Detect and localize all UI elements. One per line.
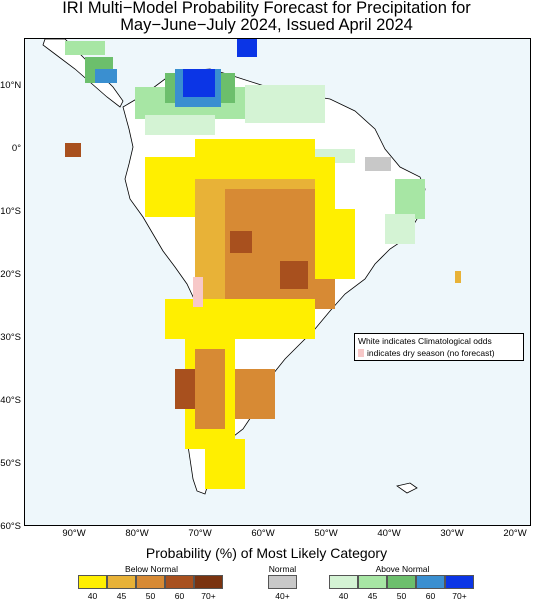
legend-above-normal-label: Above Normal [375,564,430,574]
lon-label-20w: 20°W [503,528,527,539]
lat-label-50s: 50°S [0,458,21,469]
lon-label-90w: 90°W [62,528,86,539]
swatch-below-45 [107,575,136,589]
lon-label-30w: 30°W [440,528,464,539]
lon-label-70w: 70°W [188,528,212,539]
swatch-above-45 [358,575,387,589]
legend-title: Probability (%) of Most Likely Category [145,545,388,561]
swatch-label-below-50: 50 [145,591,156,601]
falkland-islands [396,482,418,494]
lat-label-20s: 20°S [0,269,21,280]
lat-label-0: 0° [11,143,21,154]
lat-label-30s: 30°S [0,332,21,343]
lon-label-50w: 50°W [314,528,338,539]
title-line-2: May−June−July 2024, Issued April 2024 [120,16,413,34]
forecast-map [24,38,531,526]
below-normal-central [65,139,461,339]
lon-label-80w: 80°W [125,528,149,539]
note-dry-season: indicates dry season (no forecast) [358,347,523,359]
swatch-above-60 [416,575,445,589]
swatch-label-above-40: 40 [338,591,349,601]
swatch-above-70 [445,575,474,589]
swatch-label-below-60: 60 [174,591,185,601]
swatch-below-50 [136,575,165,589]
title-line-1: IRI Multi−Model Probability Forecast for… [62,0,471,17]
swatch-below-70 [194,575,223,589]
map-canvas [25,39,530,525]
swatch-label-below-45: 45 [116,591,127,601]
legend-below-normal-label: Below Normal [125,564,178,574]
dry-season-swatch [358,349,364,357]
lon-label-60w: 60°W [251,528,275,539]
swatch-normal-40 [268,575,297,589]
swatch-label-below-70: 70+ [201,591,216,601]
map-title: IRI Multi−Model Probability Forecast for… [0,0,533,34]
below-normal-south [175,277,275,489]
swatch-label-below-40: 40 [87,591,98,601]
note-box: White indicates Climatological odds indi… [354,333,524,361]
swatch-below-40 [78,575,107,589]
lat-label-40s: 40°S [0,395,21,406]
above-normal-north [65,39,425,244]
swatch-label-normal-40: 40+ [275,591,290,601]
note-climatology: White indicates Climatological odds [358,335,523,347]
swatch-label-above-60: 60 [425,591,436,601]
swatch-label-above-70: 70+ [452,591,467,601]
lat-label-60s: 60°S [0,521,21,532]
swatch-above-40 [329,575,358,589]
swatch-label-above-50: 50 [396,591,407,601]
lat-label-10s: 10°S [0,206,21,217]
lat-label-10n: 10°N [0,80,22,91]
swatch-below-60 [165,575,194,589]
note-climatology-text: White indicates Climatological odds [358,336,492,346]
lon-label-40w: 40°W [377,528,401,539]
swatch-label-above-45: 45 [367,591,378,601]
swatch-above-50 [387,575,416,589]
legend-normal-label: Normal [268,564,297,574]
note-dry-season-text: indicates dry season (no forecast) [367,348,495,358]
